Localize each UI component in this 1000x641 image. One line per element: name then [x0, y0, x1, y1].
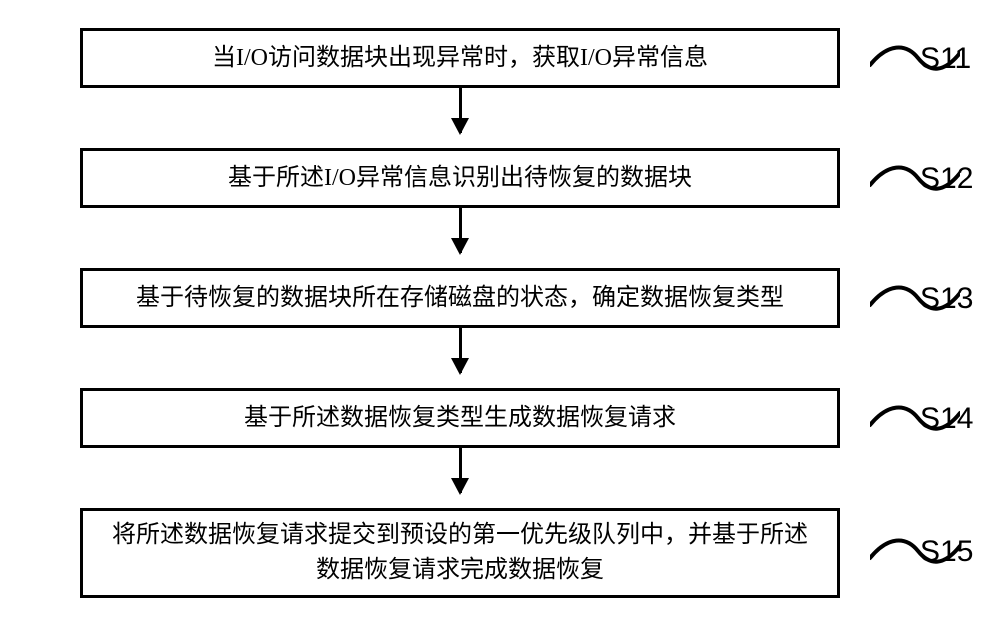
flow-step-label: S14: [920, 402, 973, 436]
flow-step-text: 基于待恢复的数据块所在存储磁盘的状态，确定数据恢复类型: [136, 281, 784, 316]
flow-step-label: S13: [920, 282, 973, 316]
flow-step-text: 将所述数据恢复请求提交到预设的第一优先级队列中，并基于所述数据恢复请求完成数据恢…: [103, 518, 817, 588]
flow-step-text: 基于所述数据恢复类型生成数据恢复请求: [244, 401, 676, 436]
flow-arrow: [459, 448, 462, 493]
flow-step-text: 基于所述I/O异常信息识别出待恢复的数据块: [228, 161, 692, 196]
flow-step-s13: 基于待恢复的数据块所在存储磁盘的状态，确定数据恢复类型: [80, 268, 840, 328]
flow-arrow: [459, 328, 462, 373]
flowchart-canvas: 当I/O访问数据块出现异常时，获取I/O异常信息 S11 基于所述I/O异常信息…: [0, 0, 1000, 641]
flow-step-label: S12: [920, 162, 973, 196]
flow-step-s15: 将所述数据恢复请求提交到预设的第一优先级队列中，并基于所述数据恢复请求完成数据恢…: [80, 508, 840, 598]
flow-step-s12: 基于所述I/O异常信息识别出待恢复的数据块: [80, 148, 840, 208]
flow-step-text: 当I/O访问数据块出现异常时，获取I/O异常信息: [212, 41, 708, 76]
flow-step-label: S15: [920, 535, 973, 569]
flow-step-label: S11: [920, 42, 971, 76]
flow-step-s14: 基于所述数据恢复类型生成数据恢复请求: [80, 388, 840, 448]
flow-step-s11: 当I/O访问数据块出现异常时，获取I/O异常信息: [80, 28, 840, 88]
flow-arrow: [459, 88, 462, 133]
flow-arrow: [459, 208, 462, 253]
